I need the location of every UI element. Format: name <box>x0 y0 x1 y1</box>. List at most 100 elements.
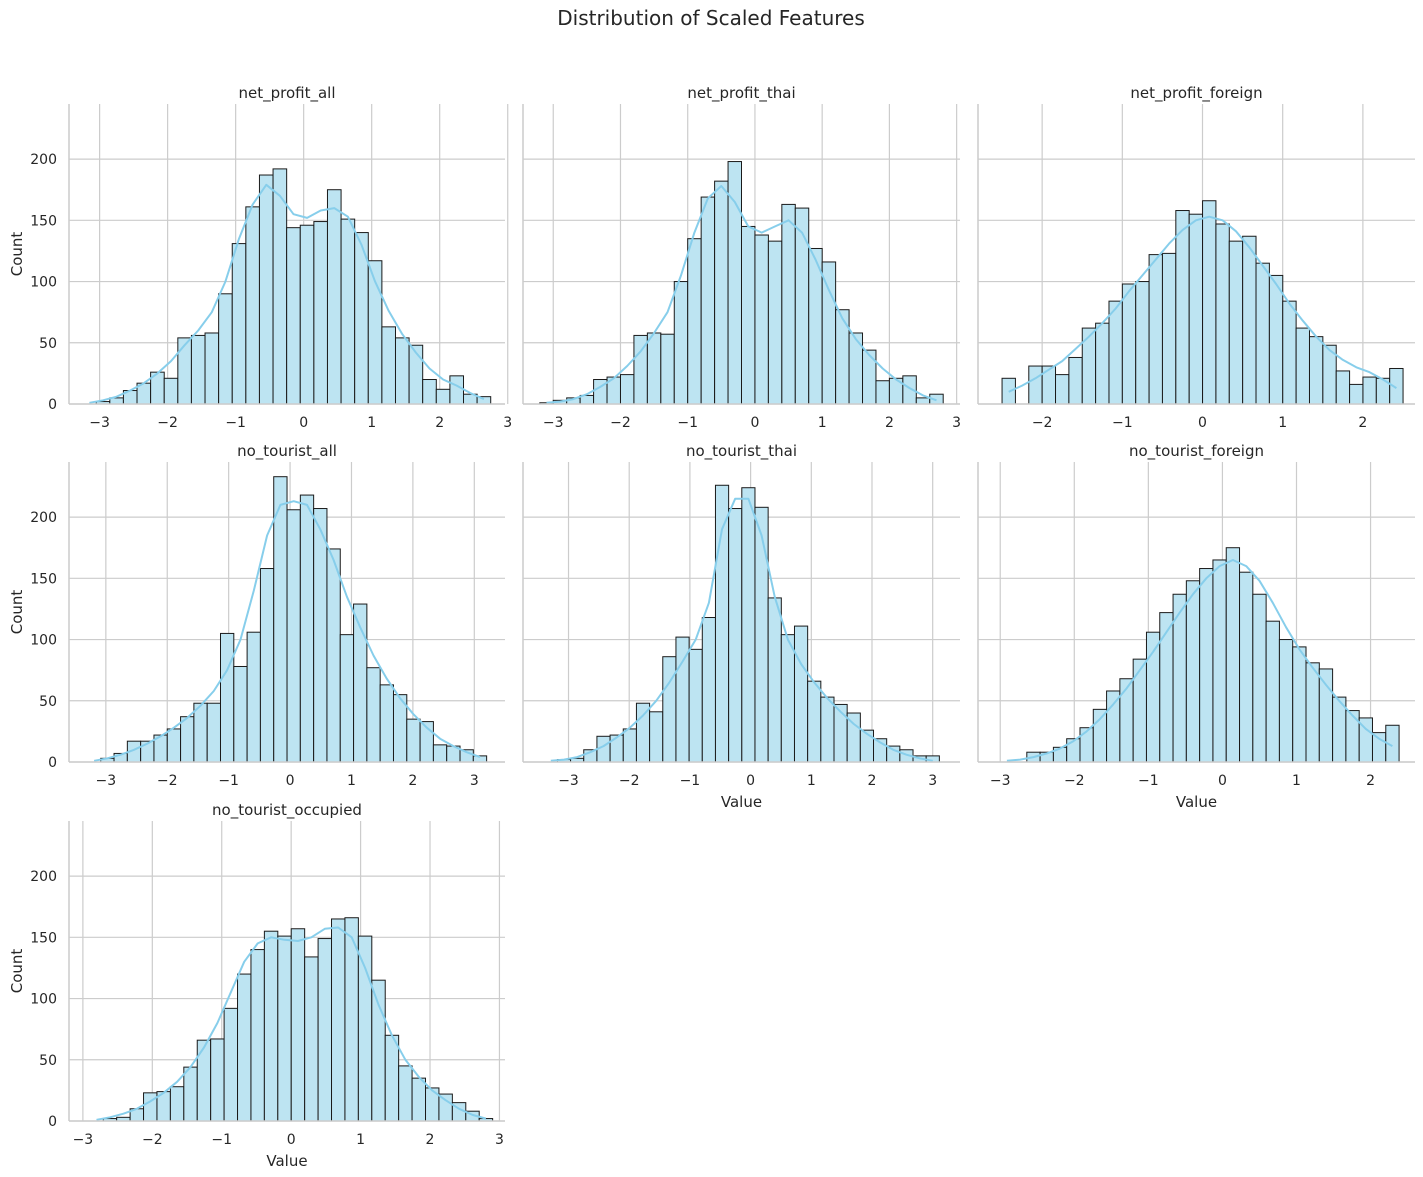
histogram-bar <box>1239 571 1254 763</box>
histogram-bar <box>223 1007 239 1122</box>
x-tick-label: 1 <box>1292 773 1301 789</box>
x-tick-label: −3 <box>543 415 564 431</box>
x-tick-label: 2 <box>1366 773 1375 789</box>
x-tick-label: −2 <box>619 773 640 789</box>
histogram-bar <box>673 281 689 405</box>
histogram-bar <box>313 221 328 405</box>
histogram-bar <box>1305 662 1320 763</box>
panel-title: net_profit_all <box>238 84 335 103</box>
histogram-bar <box>340 218 356 405</box>
histogram-bar <box>714 180 729 405</box>
x-tick-label: −3 <box>73 1132 94 1148</box>
x-tick-label: 2 <box>1358 415 1367 431</box>
panels: −3 −2 −1 0 1 2 3 0 50 100 150 200 net_profit_all Coun… <box>8 84 1415 1170</box>
histogram-bar <box>384 1034 400 1122</box>
y-tick-label: 150 <box>30 930 57 946</box>
x-tick-label: −1 <box>218 773 239 789</box>
histogram-bar <box>1228 240 1244 405</box>
x-tick-label: 3 <box>928 773 937 789</box>
histogram-bar <box>317 938 333 1122</box>
x-tick-label: 0 <box>299 415 308 431</box>
x-tick-label: 1 <box>356 1132 365 1148</box>
histogram-bar <box>767 240 783 405</box>
figure-title: Distribution of Scaled Features <box>557 6 865 30</box>
histogram-bar <box>1188 213 1204 405</box>
histogram-bar <box>449 375 465 405</box>
histogram-bar <box>371 979 386 1122</box>
x-tick-label: 3 <box>503 415 512 431</box>
histogram-bar <box>183 1066 198 1122</box>
histogram-bar <box>326 548 341 763</box>
histogram-bar <box>660 333 675 405</box>
histogram-bar <box>1318 668 1334 763</box>
y-axis-label: Count <box>8 232 26 277</box>
x-tick-label: −3 <box>558 773 579 789</box>
x-tick-label: −2 <box>1064 773 1085 789</box>
x-tick-label: 2 <box>435 415 444 431</box>
histogram-bar <box>169 1086 185 1122</box>
histogram-bar <box>432 744 448 763</box>
histogram-bar <box>741 487 756 763</box>
histogram-bar <box>273 476 288 763</box>
histogram-bar <box>1175 210 1190 405</box>
histogram-bar <box>622 728 637 763</box>
histogram-bar <box>313 508 328 763</box>
x-tick-label: 2 <box>885 415 894 431</box>
histogram-bar <box>250 949 265 1122</box>
x-tick-label: 0 <box>1198 415 1207 431</box>
histogram-bar <box>193 702 208 763</box>
histogram-bar <box>662 656 677 763</box>
y-axis-label: Count <box>8 949 26 994</box>
x-tick-label: 1 <box>818 415 827 431</box>
histogram-bar <box>1252 593 1267 763</box>
histogram-bar <box>231 243 247 405</box>
y-tick-label: 100 <box>30 633 57 649</box>
histogram-bar <box>166 728 182 763</box>
x-tick-label: 2 <box>426 1132 435 1148</box>
histogram-bar <box>1268 274 1284 405</box>
x-tick-label: −2 <box>1032 415 1053 431</box>
histogram-bar <box>406 718 421 763</box>
panel-title: no_tourist_foreign <box>1129 442 1264 461</box>
x-axis-label: Value <box>266 1152 307 1170</box>
histogram-bar <box>218 293 233 405</box>
x-tick-label: −1 <box>211 1132 232 1148</box>
histogram-bar <box>1215 223 1230 405</box>
histogram-bar <box>272 168 288 405</box>
kde-line <box>93 500 481 762</box>
histogram-bar <box>1068 356 1083 405</box>
histogram-bar <box>1295 327 1310 405</box>
histogram-bar <box>177 337 192 405</box>
histogram-bar <box>915 397 931 405</box>
histogram-bar <box>435 388 451 405</box>
histogram-bar <box>646 332 662 405</box>
histogram-bar <box>1106 690 1121 763</box>
histogram-bar <box>862 349 877 405</box>
histogram-bar <box>411 1077 427 1122</box>
histogram-bar <box>163 377 179 405</box>
histogram-bar <box>438 1093 453 1122</box>
y-tick-label: 200 <box>30 869 57 885</box>
y-tick-label: 150 <box>30 571 57 587</box>
y-tick-label: 50 <box>39 1053 57 1069</box>
panel-no_tourist_foreign: −3 −2 −1 0 1 2 no_tourist_foreign Value <box>977 442 1415 811</box>
histogram-bar <box>807 680 822 763</box>
histogram-bar <box>143 1092 158 1122</box>
histogram-bar <box>304 956 319 1122</box>
kde-line <box>546 185 937 404</box>
histogram-bar <box>741 225 756 405</box>
x-tick-label: 0 <box>746 773 755 789</box>
histogram-bar <box>237 973 252 1122</box>
histogram-bar <box>1265 620 1280 763</box>
panel-net_profit_thai: −3 −2 −1 0 1 2 3 net_profit_thai <box>522 84 961 431</box>
histogram-bar <box>794 207 810 405</box>
histogram-bar <box>1119 678 1134 763</box>
histogram-bar <box>381 326 396 405</box>
histogram-bar <box>259 568 275 763</box>
panel-no_tourist_all: −3 −2 −1 0 1 2 3 0 50 100 150 200 no_tourist_all Coun… <box>8 442 505 789</box>
y-tick-label: 150 <box>30 213 57 229</box>
histogram-bar <box>204 332 220 405</box>
histogram-bar <box>290 928 306 1122</box>
x-tick-label: −1 <box>1138 773 1159 789</box>
